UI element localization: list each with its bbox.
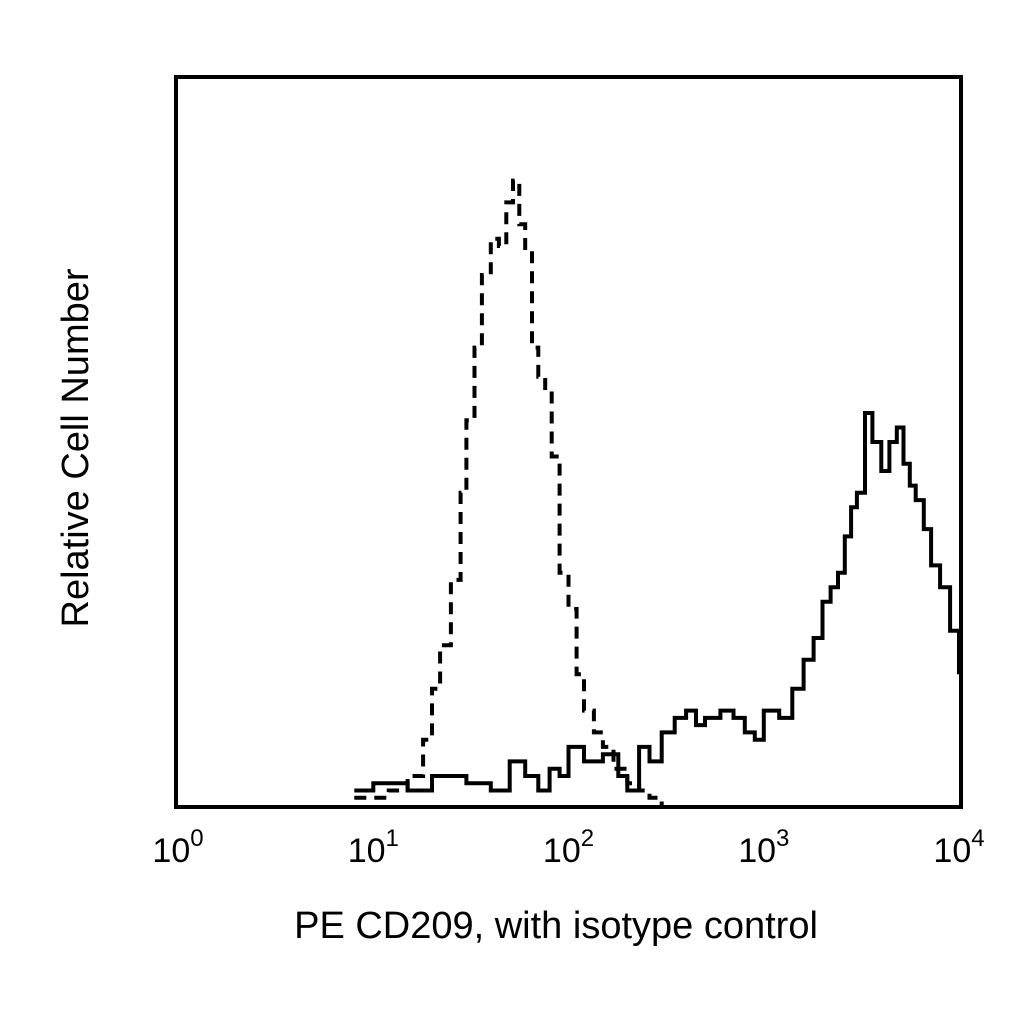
x-tick-label: 101 [348,825,399,870]
x-tick-label: 103 [738,825,789,870]
plot-frame [174,75,963,809]
x-tick-labels: 100 101 102 103 104 [152,825,984,870]
x-tick-label: 100 [152,825,203,870]
series-isotype-control-line [354,178,664,805]
y-axis-label: Relative Cell Number [55,268,97,627]
x-axis-label: PE CD209, with isotype control [294,905,818,947]
series-layer [354,178,961,805]
series-pe-cd209-line [354,411,961,793]
x-tick-label: 104 [933,825,984,870]
x-tick-label: 102 [543,825,594,870]
